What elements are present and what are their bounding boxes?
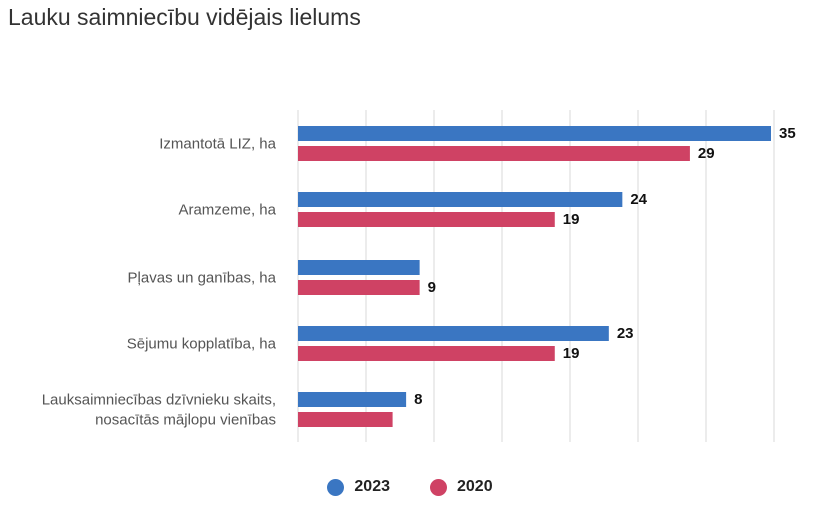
chart-title: Lauku saimniecību vidējais lielums: [8, 4, 361, 30]
data-label: 8: [414, 391, 422, 408]
gridlines: [297, 110, 775, 442]
bar-2020: [298, 412, 393, 427]
data-label: 35: [779, 125, 796, 142]
legend-label-2023: 2023: [354, 478, 390, 495]
category-label: Pļavas un ganības, ha: [128, 270, 277, 287]
legend: 2023 2020: [0, 478, 820, 496]
data-label: 19: [563, 345, 580, 362]
data-label: 19: [563, 211, 580, 228]
category-label: Aramzeme, ha: [178, 202, 276, 219]
legend-label-2020: 2020: [457, 478, 493, 495]
bar-2020: [298, 280, 420, 295]
data-label: 9: [428, 279, 436, 296]
category-label: Sējumu kopplatība, ha: [127, 336, 277, 353]
legend-marker-2023: [327, 478, 345, 496]
bar-2023: [298, 126, 771, 141]
bar-2020: [298, 146, 690, 161]
labels: Izmantotā LIZ, ha 35 29 Aramzeme, ha 24 19 Pļa…: [42, 125, 796, 429]
legend-item-2020[interactable]: 2020: [430, 478, 493, 496]
data-label: 24: [630, 191, 647, 208]
bar-2023: [298, 326, 609, 341]
bar-2023: [298, 392, 407, 407]
bar-chart: Izmantotā LIZ, ha 35 29 Aramzeme, ha 24 19 Pļa…: [42, 110, 796, 442]
legend-marker-2020: [430, 478, 447, 496]
bar-2023: [298, 192, 623, 207]
category-label: Izmantotā LIZ, ha: [159, 136, 276, 153]
data-label: 29: [698, 145, 715, 162]
bar-2023: [298, 260, 420, 275]
bar-2020: [298, 212, 555, 227]
bar-2020: [298, 346, 555, 361]
category-label: nosacītās mājlopu vienības: [95, 412, 276, 429]
category-label: Lauksaimniecības dzīvnieku skaits,: [42, 392, 276, 409]
data-label: 23: [617, 325, 634, 342]
legend-item-2023[interactable]: 2023: [327, 478, 390, 496]
bars: [298, 126, 771, 427]
